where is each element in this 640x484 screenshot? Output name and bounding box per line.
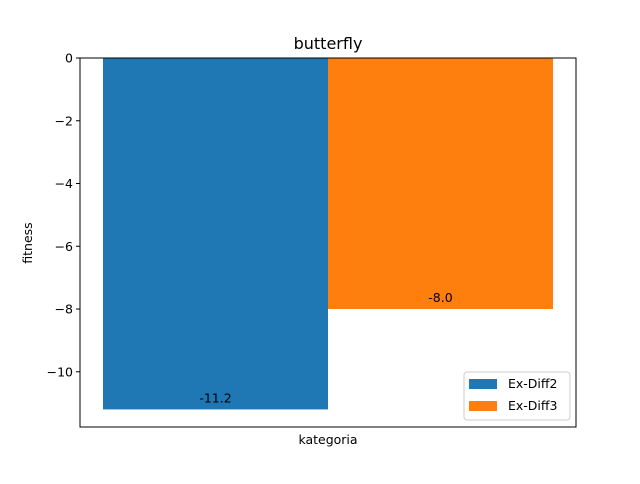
y-tick-label: −10 xyxy=(47,364,73,379)
legend-label-ex-diff2: Ex-Diff2 xyxy=(508,376,557,391)
y-tick-label: −2 xyxy=(55,113,73,128)
legend-swatch-ex-diff2 xyxy=(469,379,497,389)
y-tick-label: −6 xyxy=(55,239,73,254)
bar-ex-diff2 xyxy=(103,58,328,410)
legend: Ex-Diff2 Ex-Diff3 xyxy=(463,371,571,421)
bar-value-label-ex-diff2: -11.2 xyxy=(199,390,231,405)
y-tick-label: 0 xyxy=(65,51,73,66)
y-axis-label: fitness xyxy=(20,222,35,263)
y-ticks-layer: 0 −2 −4 −6 −8 −10 xyxy=(47,51,80,379)
bars-layer xyxy=(103,58,553,410)
chart-title: butterfly xyxy=(294,34,363,53)
bar-labels-layer: -11.2 -8.0 xyxy=(199,290,452,405)
legend-swatch-ex-diff3 xyxy=(469,401,497,411)
y-tick-label: −8 xyxy=(55,302,73,317)
y-tick-label: −4 xyxy=(55,176,73,191)
bar-value-label-ex-diff3: -8.0 xyxy=(428,290,452,305)
bar-ex-diff3 xyxy=(328,58,553,310)
x-axis-label: kategoria xyxy=(298,432,357,447)
legend-label-ex-diff3: Ex-Diff3 xyxy=(508,398,557,413)
plot-frame xyxy=(79,57,577,428)
